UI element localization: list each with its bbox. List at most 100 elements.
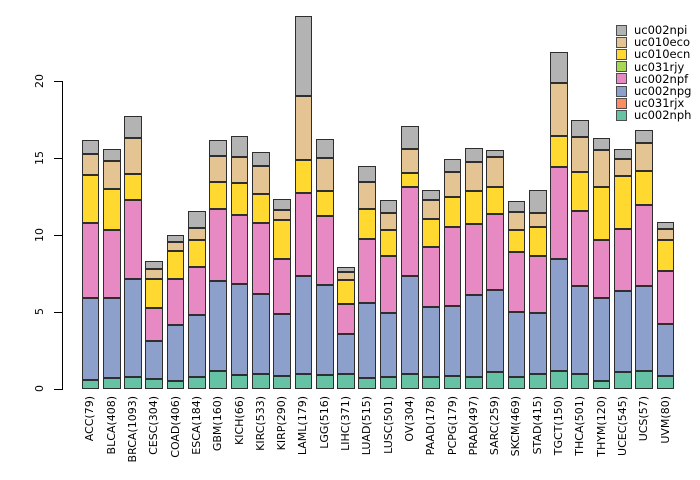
legend-swatch xyxy=(616,85,627,97)
bar-segment-uc002npi xyxy=(528,190,547,213)
bar-segment-uc002npf xyxy=(188,266,206,316)
bar-segment-uc002nph xyxy=(486,372,504,389)
bar-segment-uc002npi xyxy=(188,211,206,229)
bar-segment-uc002npg xyxy=(358,302,377,379)
bar-segment-uc010eco xyxy=(337,272,355,280)
bar-segment-uc010ecn xyxy=(656,239,675,272)
bar-segment-uc002npi xyxy=(550,51,568,84)
legend-item: uc010ecn xyxy=(616,48,691,60)
bar-lusc xyxy=(379,200,398,389)
bar-segment-uc002npi xyxy=(656,221,675,229)
bar-segment-uc002nph xyxy=(273,375,291,389)
bar-segment-uc002npf xyxy=(230,214,249,285)
y-tick-label: 0 xyxy=(33,385,46,393)
bar-segment-uc002npf xyxy=(635,205,654,286)
bar-ov xyxy=(401,125,419,389)
x-tick-label: SARC(259) xyxy=(488,396,502,456)
x-tick-label: KIRC(533) xyxy=(253,396,267,451)
bar-segment-uc002npi xyxy=(337,267,355,273)
x-tick-label: ACC(79) xyxy=(83,396,97,442)
bar-segment-uc010ecn xyxy=(614,175,632,229)
bar-segment-uc002npf xyxy=(443,227,462,306)
bar-segment-uc010ecn xyxy=(315,191,334,216)
bar-segment-uc010ecn xyxy=(635,171,654,205)
bar-uvm xyxy=(656,221,675,389)
x-tick-label: COAD(406) xyxy=(168,396,182,458)
x-tick-label: LAML(179) xyxy=(296,396,310,456)
bar-segment-uc002npf xyxy=(592,239,611,299)
bar-kirc xyxy=(251,151,270,389)
bar-segment-uc002npf xyxy=(379,255,398,313)
bar-segment-uc010ecn xyxy=(358,208,377,239)
y-tick-label: 15 xyxy=(33,151,46,165)
bar-segment-uc002nph xyxy=(464,377,483,389)
x-tick-label: KIRP(290) xyxy=(275,396,289,451)
x-tick-label: BLCA(408) xyxy=(104,396,118,455)
bar-segment-uc010ecn xyxy=(230,182,249,215)
bar-segment-uc010eco xyxy=(614,158,632,176)
bar-segment-uc010eco xyxy=(507,211,526,230)
bar-thym xyxy=(592,138,611,389)
bar-segment-uc010eco xyxy=(251,166,270,195)
bar-coad xyxy=(166,235,185,389)
bar-segment-uc002npg xyxy=(656,324,675,376)
bar-segment-uc002nph xyxy=(528,373,547,389)
bar-segment-uc002npf xyxy=(81,222,100,299)
x-tick-label: UCS(57) xyxy=(637,396,651,442)
bar-segment-uc010ecn xyxy=(251,194,270,223)
bar-segment-uc010eco xyxy=(571,137,590,172)
bar-segment-uc002npf xyxy=(550,167,568,259)
bar-segment-uc002npi xyxy=(571,119,590,138)
bar-segment-uc002npf xyxy=(486,214,504,290)
bar-segment-uc002nph xyxy=(209,371,228,389)
bar-segment-uc002nph xyxy=(422,376,441,389)
bar-segment-uc010ecn xyxy=(379,230,398,256)
chart-legend: uc002npi uc010eco uc010ecn uc031rjy uc002npf… xyxy=(616,24,691,122)
bar-segment-uc002npg xyxy=(145,340,164,379)
x-tick-label: LGG(516) xyxy=(317,396,331,449)
bar-segment-uc010ecn xyxy=(294,160,313,194)
y-axis-tick xyxy=(54,81,62,82)
bar-segment-uc010eco xyxy=(166,241,185,252)
bar-segment-uc002npg xyxy=(251,294,270,375)
bar-segment-uc010ecn xyxy=(188,239,206,267)
bar-segment-uc002npg xyxy=(294,275,313,374)
bar-segment-uc002npi xyxy=(635,130,654,143)
bar-thca xyxy=(571,119,590,389)
bar-cesc xyxy=(145,261,164,389)
bar-laml xyxy=(294,15,313,389)
bar-segment-uc002npf xyxy=(422,247,441,307)
bar-segment-uc002nph xyxy=(592,381,611,389)
bar-segment-uc002npf xyxy=(124,200,142,279)
bar-segment-uc002nph xyxy=(102,378,121,389)
bar-brca xyxy=(124,115,142,389)
bar-segment-uc002npf xyxy=(337,303,355,334)
bar-ucec xyxy=(614,148,632,389)
bar-segment-uc002npf xyxy=(102,229,121,299)
bar-segment-uc002npi xyxy=(230,136,249,158)
y-tick-label: 20 xyxy=(33,74,46,88)
bar-segment-uc002npi xyxy=(273,198,291,211)
bar-segment-uc002npi xyxy=(166,235,185,242)
bar-segment-uc010ecn xyxy=(550,136,568,168)
bar-segment-uc002npg xyxy=(528,312,547,374)
bar-segment-uc002nph xyxy=(401,374,419,389)
bar-segment-uc010eco xyxy=(464,161,483,192)
bar-segment-uc002npg xyxy=(81,298,100,380)
bar-segment-uc002npi xyxy=(315,138,334,159)
legend-swatch xyxy=(616,24,627,36)
bar-segment-uc010ecn xyxy=(507,229,526,252)
y-axis-tick xyxy=(54,312,62,313)
bar-segment-uc010eco xyxy=(443,171,462,197)
bar-pcpg xyxy=(443,158,462,389)
bar-segment-uc002nph xyxy=(635,370,654,389)
bar-segment-uc002npf xyxy=(614,228,632,292)
x-tick-label: PCPG(179) xyxy=(445,396,459,456)
legend-item: uc031rjy xyxy=(616,61,691,73)
y-axis-tick xyxy=(54,389,62,390)
bar-kich xyxy=(230,136,249,389)
bar-esca xyxy=(188,211,206,389)
legend-label: uc002npg xyxy=(634,84,692,99)
bar-segment-uc010eco xyxy=(358,181,377,209)
bar-segment-uc002npi xyxy=(464,148,483,162)
